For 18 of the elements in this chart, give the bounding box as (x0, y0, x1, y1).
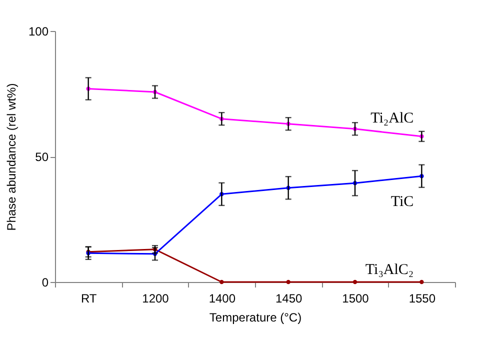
y-tick-label: 0 (42, 276, 49, 290)
point (220, 280, 224, 284)
x-tick-label: 1550 (408, 292, 436, 306)
x-tick-label: 1400 (208, 292, 236, 306)
point (352, 280, 358, 284)
point (286, 280, 290, 284)
y-axis-title: Phase abundance (rel wt%) (4, 83, 18, 231)
y-tick-label: 100 (28, 24, 49, 38)
x-tick-label: 1450 (275, 292, 303, 306)
y-tick-label: 50 (35, 150, 49, 164)
series-label: Ti₃AlC₂ (365, 262, 414, 278)
point (420, 280, 424, 284)
x-axis-title: Temperature (°C) (209, 310, 302, 324)
x-tick-label: 1200 (142, 292, 170, 306)
x-tick-label: 1500 (342, 292, 370, 306)
series-label: Ti₂AlC (370, 110, 414, 126)
series-label: TiC (390, 194, 414, 210)
x-tick-label: RT (80, 292, 98, 306)
